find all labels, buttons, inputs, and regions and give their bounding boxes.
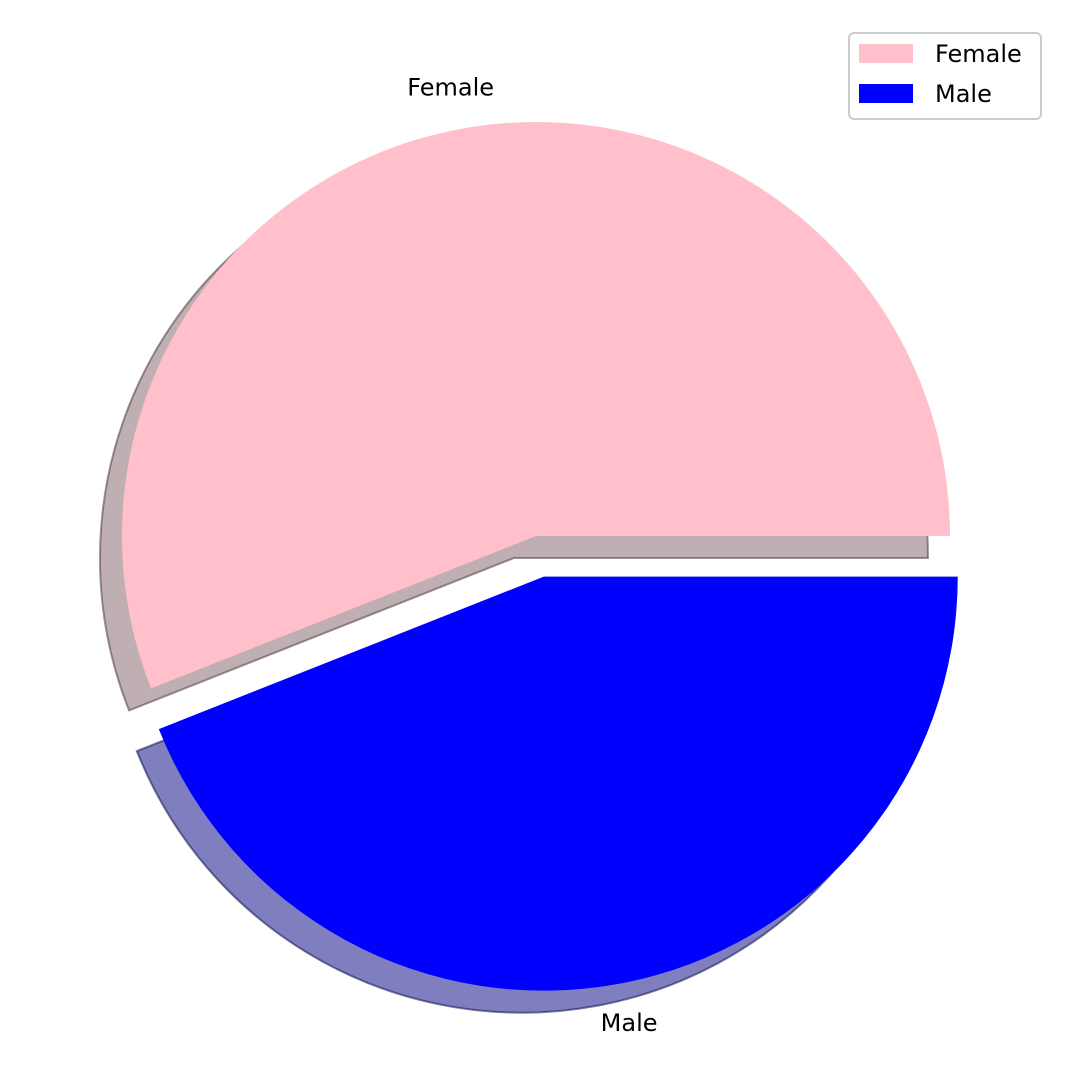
slice-label-female: Female: [407, 74, 494, 102]
pie-slices: [121, 121, 958, 991]
pie-slice-female: [121, 121, 950, 689]
slice-label-male: Male: [601, 1009, 658, 1037]
legend-label-male: Male: [935, 80, 992, 108]
legend-swatch-female: [859, 44, 913, 63]
legend-swatch-male: [859, 84, 913, 103]
legend-label-female: Female: [935, 40, 1022, 68]
legend: Female Male: [848, 32, 1042, 120]
pie-slice-male: [158, 576, 958, 991]
slice-labels: Female Male: [407, 74, 657, 1037]
